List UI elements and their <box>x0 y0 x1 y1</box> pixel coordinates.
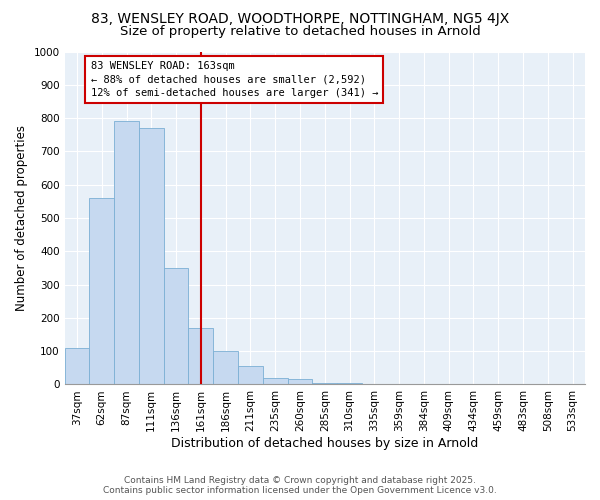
Bar <box>313 383 337 384</box>
Text: 83, WENSLEY ROAD, WOODTHORPE, NOTTINGHAM, NG5 4JX: 83, WENSLEY ROAD, WOODTHORPE, NOTTINGHAM… <box>91 12 509 26</box>
Bar <box>337 383 362 384</box>
Text: Contains HM Land Registry data © Crown copyright and database right 2025.
Contai: Contains HM Land Registry data © Crown c… <box>103 476 497 495</box>
Bar <box>287 380 313 384</box>
Bar <box>89 198 114 384</box>
Y-axis label: Number of detached properties: Number of detached properties <box>15 125 28 311</box>
Text: Size of property relative to detached houses in Arnold: Size of property relative to detached ho… <box>119 25 481 38</box>
Bar <box>188 328 213 384</box>
Bar <box>213 351 238 384</box>
Bar <box>238 366 263 384</box>
X-axis label: Distribution of detached houses by size in Arnold: Distribution of detached houses by size … <box>171 437 478 450</box>
Text: 83 WENSLEY ROAD: 163sqm
← 88% of detached houses are smaller (2,592)
12% of semi: 83 WENSLEY ROAD: 163sqm ← 88% of detache… <box>91 62 378 98</box>
Bar <box>65 348 89 385</box>
Bar <box>139 128 164 384</box>
Bar <box>164 268 188 384</box>
Bar <box>263 378 287 384</box>
Bar <box>114 122 139 384</box>
